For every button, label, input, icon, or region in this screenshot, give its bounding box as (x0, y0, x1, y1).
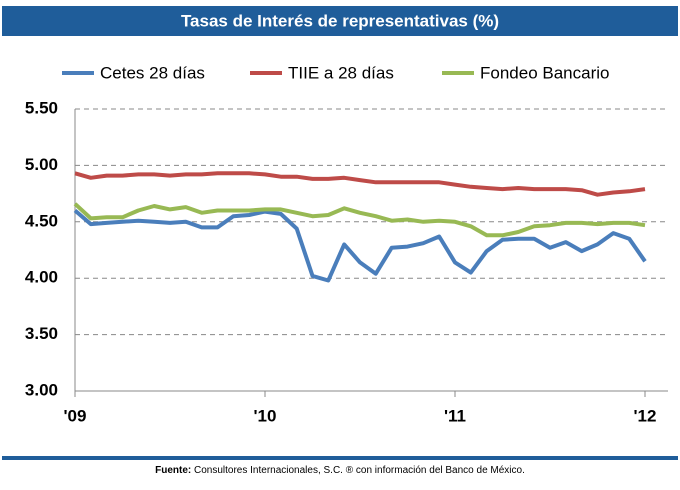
x-tick-label: '12 (634, 406, 657, 425)
x-tick-label: '09 (64, 406, 87, 425)
y-tick-label: 3.00 (25, 380, 58, 399)
footer-label: Fuente: (155, 465, 191, 476)
footer: Fuente: Consultores Internacionales, S.C… (155, 465, 525, 476)
series-line (74, 171, 646, 197)
y-tick-label: 5.50 (25, 98, 58, 117)
y-tick-label: 4.50 (25, 211, 58, 230)
series-line (73, 202, 646, 238)
x-tick-label: '11 (444, 406, 466, 425)
y-tick-label: 5.00 (25, 155, 58, 174)
y-tick-label: 4.00 (25, 268, 58, 287)
legend-label: TIIE a 28 días (288, 63, 394, 82)
series-line (73, 208, 647, 283)
x-tick-label: '10 (254, 406, 277, 425)
chart-title: Tasas de Interés de representativas (%) (181, 11, 499, 30)
legend-label: Cetes 28 días (100, 63, 205, 82)
footer-text: Consultores Internacionales, S.C. ® con … (194, 465, 525, 476)
legend-label: Fondeo Bancario (480, 63, 609, 82)
y-tick-label: 3.50 (25, 324, 58, 343)
title-bar (2, 6, 678, 36)
footer-bar (2, 456, 678, 460)
